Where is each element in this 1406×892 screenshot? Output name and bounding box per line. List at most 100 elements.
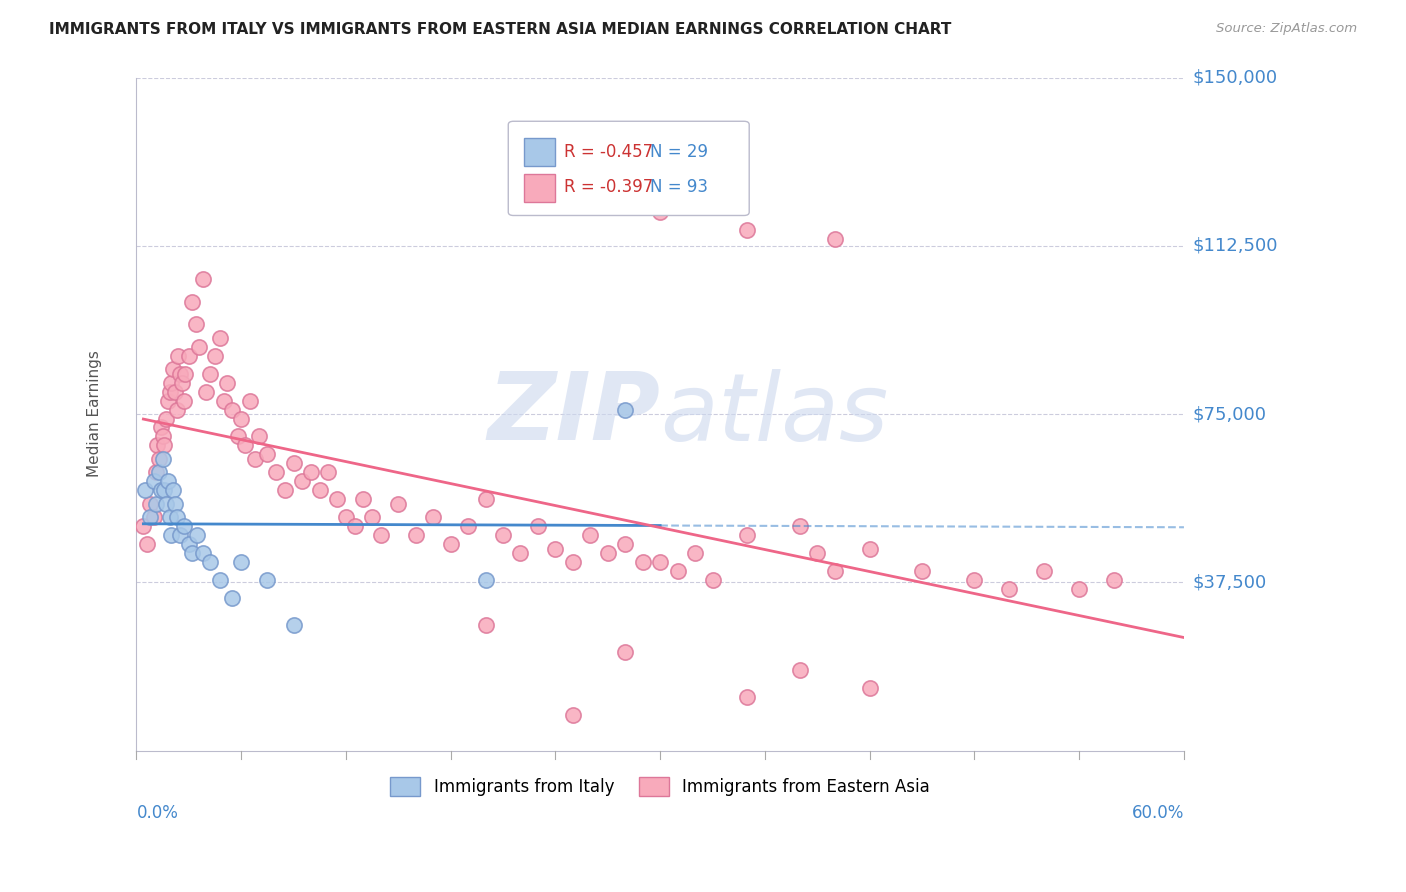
Point <box>335 510 357 524</box>
Point <box>274 483 297 498</box>
Point <box>299 466 322 480</box>
Point <box>806 546 828 560</box>
Point <box>177 349 200 363</box>
Text: atlas: atlas <box>661 368 889 459</box>
Point <box>159 510 181 524</box>
Point <box>256 447 278 461</box>
Point <box>153 438 176 452</box>
Point <box>405 528 427 542</box>
Point <box>149 420 172 434</box>
Point <box>152 429 174 443</box>
Point <box>737 690 759 704</box>
Point <box>221 402 243 417</box>
Point <box>650 555 672 569</box>
Point <box>155 497 177 511</box>
Point <box>162 483 184 498</box>
Text: R = -0.397: R = -0.397 <box>564 178 652 196</box>
Point <box>859 541 882 556</box>
Point <box>167 349 190 363</box>
Point <box>789 663 811 677</box>
Point <box>737 528 759 542</box>
Point <box>152 451 174 466</box>
Point <box>174 367 197 381</box>
Point <box>231 411 253 425</box>
Point <box>1069 582 1091 596</box>
Point <box>139 510 162 524</box>
Point <box>596 546 619 560</box>
Point <box>191 272 214 286</box>
Text: N = 93: N = 93 <box>650 178 707 196</box>
Text: IMMIGRANTS FROM ITALY VS IMMIGRANTS FROM EASTERN ASIA MEDIAN EARNINGS CORRELATIO: IMMIGRANTS FROM ITALY VS IMMIGRANTS FROM… <box>49 22 952 37</box>
Point <box>173 519 195 533</box>
Point <box>824 232 846 246</box>
Point <box>666 564 689 578</box>
Point <box>139 497 162 511</box>
Point <box>217 376 239 390</box>
Point <box>166 510 188 524</box>
Point <box>204 349 226 363</box>
Point <box>142 510 165 524</box>
Point <box>163 497 186 511</box>
Point <box>361 510 384 524</box>
Point <box>256 573 278 587</box>
Point <box>283 618 305 632</box>
Text: $37,500: $37,500 <box>1192 574 1267 591</box>
Point <box>457 519 479 533</box>
Point <box>492 528 515 542</box>
Point <box>247 429 270 443</box>
Point <box>170 376 193 390</box>
Point <box>859 681 882 695</box>
Point <box>166 402 188 417</box>
Point <box>387 497 409 511</box>
Point <box>132 519 155 533</box>
Point <box>148 466 170 480</box>
Point <box>544 541 567 556</box>
Point <box>188 340 211 354</box>
Point <box>422 510 444 524</box>
Point <box>145 497 167 511</box>
Point <box>169 367 191 381</box>
Point <box>221 591 243 605</box>
Point <box>1102 573 1125 587</box>
Point <box>318 466 340 480</box>
Text: Median Earnings: Median Earnings <box>87 351 103 477</box>
Point <box>156 393 179 408</box>
Text: R = -0.457: R = -0.457 <box>564 143 652 161</box>
Point <box>911 564 934 578</box>
Point <box>1033 564 1056 578</box>
Point <box>614 537 637 551</box>
Point <box>326 492 349 507</box>
Point <box>153 483 176 498</box>
Point <box>198 367 221 381</box>
Point <box>352 492 374 507</box>
Point <box>264 466 287 480</box>
Point <box>186 528 208 542</box>
Point <box>474 618 496 632</box>
Point <box>209 331 232 345</box>
Point <box>209 573 232 587</box>
Point <box>177 537 200 551</box>
Point <box>650 205 672 219</box>
Text: Source: ZipAtlas.com: Source: ZipAtlas.com <box>1216 22 1357 36</box>
Point <box>142 475 165 489</box>
Point <box>195 384 218 399</box>
Point <box>789 519 811 533</box>
Point <box>824 564 846 578</box>
Point <box>233 438 256 452</box>
Point <box>239 393 262 408</box>
Point <box>963 573 986 587</box>
Point <box>160 376 183 390</box>
Point <box>146 438 169 452</box>
Point <box>226 429 249 443</box>
Point <box>561 707 583 722</box>
Text: ZIP: ZIP <box>488 368 661 460</box>
Text: $75,000: $75,000 <box>1192 405 1267 423</box>
Point <box>283 456 305 470</box>
Point <box>474 492 496 507</box>
Point <box>198 555 221 569</box>
Point <box>702 573 724 587</box>
Point <box>184 318 207 332</box>
Text: $112,500: $112,500 <box>1192 236 1278 255</box>
Point <box>135 537 157 551</box>
Point <box>155 411 177 425</box>
